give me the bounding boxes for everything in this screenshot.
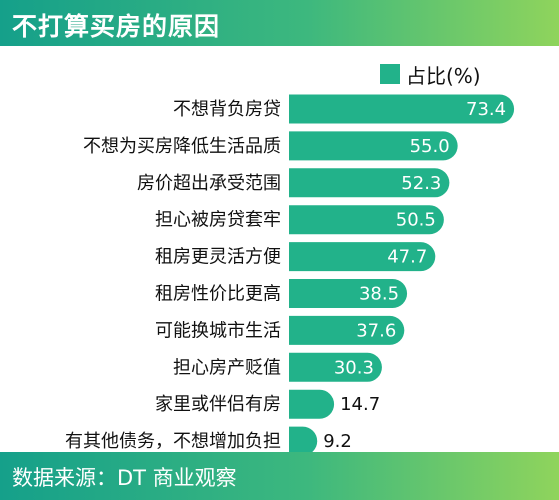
bar [289, 426, 318, 456]
source-bar: 数据来源：DT 商业观察 [0, 452, 559, 500]
bar [289, 131, 458, 161]
category-label: 家里或伴侣有房 [155, 394, 281, 415]
legend: 占比(%) [380, 62, 481, 88]
category-label: 担心房产贬值 [173, 357, 281, 378]
bar [289, 94, 515, 124]
value-label: 55.0 [410, 136, 450, 157]
title-bar: 不打算买房的原因 [0, 0, 559, 46]
value-label: 47.7 [387, 247, 427, 268]
value-label: 50.5 [396, 210, 436, 231]
category-label: 担心被房贷套牢 [155, 210, 281, 231]
category-label: 有其他债务，不想增加负担 [65, 431, 281, 452]
legend-swatch [380, 64, 400, 84]
value-label: 37.6 [356, 320, 396, 341]
chart-title: 不打算买房的原因 [12, 12, 221, 41]
bar [289, 279, 408, 308]
category-label: 不想为买房降低生活品质 [83, 136, 281, 157]
bar [289, 352, 382, 382]
value-label: 9.2 [323, 431, 352, 452]
bar [289, 168, 450, 198]
category-label: 租房性价比更高 [155, 284, 281, 305]
value-label: 73.4 [466, 99, 506, 120]
legend-label: 占比(%) [406, 63, 481, 88]
category-label: 不想背负房贷 [173, 99, 281, 120]
bar [289, 389, 335, 419]
category-label: 租房更灵活方便 [155, 247, 281, 268]
bar [289, 205, 444, 235]
category-label: 可能换城市生活 [155, 320, 281, 341]
value-label: 14.7 [340, 394, 380, 415]
data-source: 数据来源：DT 商业观察 [12, 466, 237, 490]
bar [289, 242, 436, 272]
value-label: 38.5 [359, 284, 399, 305]
category-label: 房价超出承受范围 [137, 173, 281, 194]
bar [289, 315, 405, 345]
value-label: 52.3 [401, 173, 441, 194]
value-label: 30.3 [334, 357, 374, 378]
